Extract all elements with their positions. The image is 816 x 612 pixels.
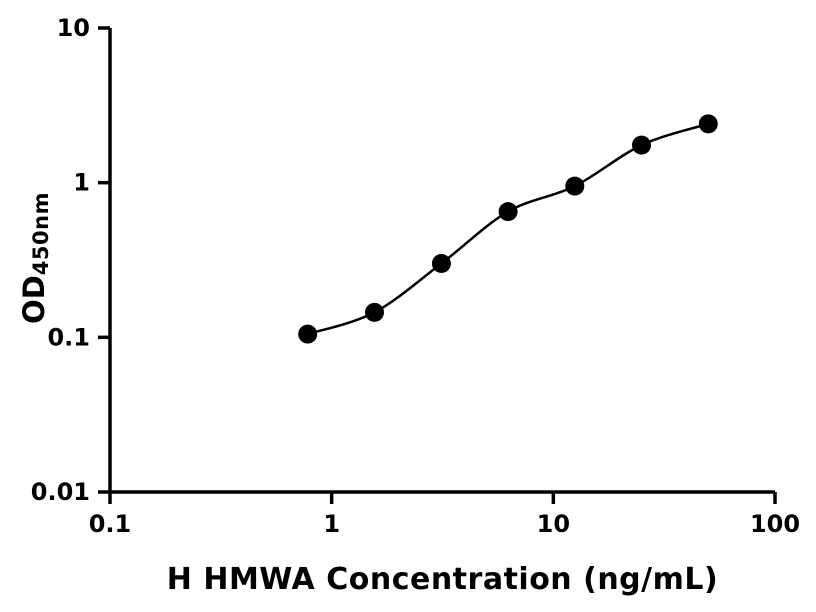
data-point <box>431 254 451 273</box>
data-point <box>698 114 718 134</box>
y-tick-label: 0.1 <box>47 323 90 351</box>
y-tick-label: 1 <box>73 169 90 197</box>
data-point <box>565 176 585 196</box>
data-point <box>365 302 384 322</box>
x-tick-label: 100 <box>750 510 800 538</box>
y-axis-label-main: OD <box>17 275 51 324</box>
y-axis-label-subscript: 450nm <box>29 192 53 276</box>
y-axis-label: OD450nm <box>17 192 53 324</box>
data-point <box>632 135 651 155</box>
data-points <box>298 114 718 344</box>
y-tick-label: 0.01 <box>31 478 90 506</box>
data-point <box>498 202 518 222</box>
axis-ticks <box>98 26 777 504</box>
y-tick-label: 10 <box>57 14 90 42</box>
tick-labels: 0.1 1 10 100 0.01 0.1 1 10 <box>31 14 800 538</box>
data-point <box>298 324 318 344</box>
x-tick-label: 10 <box>537 510 570 538</box>
x-tick-label: 0.1 <box>89 510 132 538</box>
x-axis-label: H HMWA Concentration (ng/mL) <box>166 562 719 597</box>
x-tick-label: 1 <box>323 510 340 538</box>
fit-curve <box>307 122 709 336</box>
